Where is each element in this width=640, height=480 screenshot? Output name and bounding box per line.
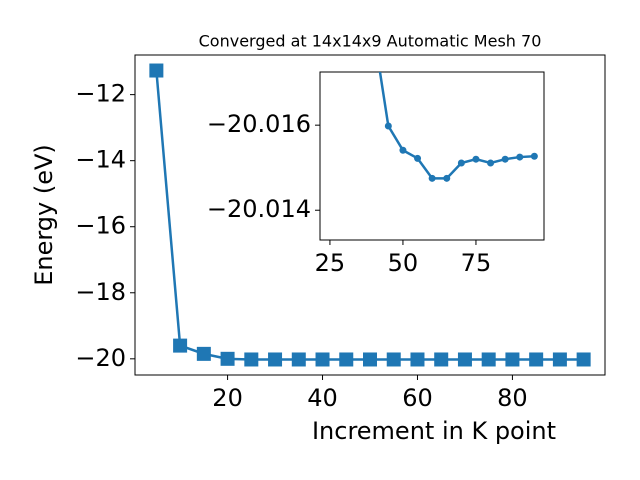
marker [291, 352, 306, 367]
marker [443, 174, 451, 182]
marker [315, 352, 330, 367]
marker [410, 352, 425, 367]
y-tick-label: −16 [75, 212, 126, 240]
marker [552, 352, 567, 367]
marker [434, 352, 449, 367]
marker [399, 146, 407, 154]
plot-area [378, 72, 538, 182]
marker [196, 346, 211, 361]
marker [505, 352, 520, 367]
y-axis-label: Energy (eV) [30, 144, 58, 286]
x-tick-label: 25 [315, 249, 346, 277]
marker [501, 155, 509, 163]
plot-area [149, 63, 591, 367]
x-tick-label: 50 [388, 249, 419, 277]
marker [386, 352, 401, 367]
y-tick-label: −18 [75, 278, 126, 306]
y-tick-label: −20.016 [207, 110, 311, 138]
x-tick-label: 20 [212, 384, 243, 412]
chart-title: Converged at 14x14x9 Automatic Mesh 70 [199, 32, 542, 51]
x-tick-label: 75 [461, 249, 492, 277]
y-tick-label: −12 [75, 80, 126, 108]
x-tick-label: 60 [402, 384, 433, 412]
marker [457, 352, 472, 367]
marker [220, 351, 235, 366]
marker [487, 159, 495, 167]
marker [530, 152, 538, 160]
marker [576, 352, 591, 367]
marker [457, 159, 465, 167]
marker [173, 338, 188, 353]
x-tick-label: 40 [307, 384, 338, 412]
marker [414, 154, 422, 162]
marker [149, 63, 164, 78]
y-tick-label: −20 [75, 344, 126, 372]
marker [244, 352, 259, 367]
y-tick-label: −20.014 [207, 195, 311, 223]
x-tick-label: 80 [497, 384, 528, 412]
marker [472, 155, 480, 163]
marker [363, 352, 377, 367]
marker [384, 122, 392, 130]
marker [481, 352, 496, 367]
marker [339, 352, 354, 367]
marker [516, 153, 524, 161]
marker [529, 352, 544, 367]
marker [268, 352, 283, 367]
axes-frame [319, 71, 545, 241]
x-axis-label: Increment in K point [312, 417, 556, 445]
marker [428, 174, 436, 182]
y-tick-label: −14 [75, 146, 126, 174]
